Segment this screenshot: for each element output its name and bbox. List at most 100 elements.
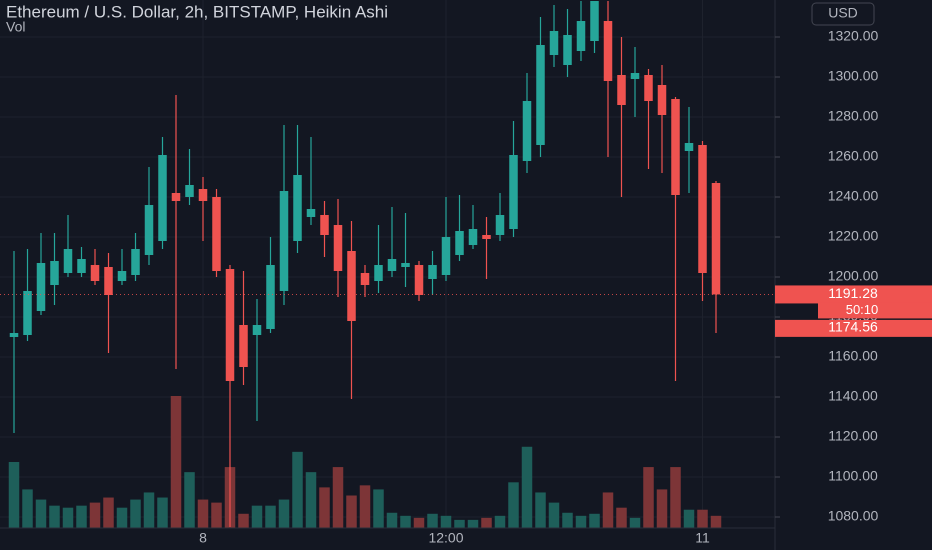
volume-bar (8, 462, 20, 528)
candle-body (131, 249, 140, 275)
y-tick-label: 1260.00 (828, 148, 879, 164)
candle-body (347, 251, 356, 321)
candle-body (266, 265, 275, 329)
candle-body (171, 193, 181, 201)
volume-bar (170, 396, 182, 528)
candle-body (77, 259, 86, 273)
volume-bar (76, 505, 87, 528)
candle-body (563, 35, 572, 65)
y-tick-label: 1160.00 (828, 348, 878, 364)
volume-bar (130, 499, 141, 528)
volume-bar (62, 507, 74, 528)
candle-body (576, 21, 586, 51)
volume-bar (400, 515, 411, 528)
candle-body (374, 265, 383, 281)
ha-price-label: 1174.56 (828, 319, 878, 335)
volume-bar (548, 502, 560, 528)
candle-body (225, 269, 235, 381)
chart-title: Ethereum / U.S. Dollar, 2h, BITSTAMP, He… (6, 2, 388, 21)
candle-body (603, 21, 613, 81)
y-tick-label: 1100.00 (828, 468, 878, 484)
candle-body (252, 325, 262, 335)
price-tag (775, 319, 932, 337)
y-tick-label: 1220.00 (828, 228, 879, 244)
candle-body (482, 235, 491, 239)
volume-bar (562, 512, 573, 528)
volume-bar (103, 497, 114, 528)
volume-bar (49, 505, 60, 528)
currency-button[interactable] (811, 2, 875, 26)
candle-body (185, 185, 194, 197)
volume-bar (413, 517, 425, 528)
volume-bar (643, 467, 654, 528)
candle-body (428, 265, 437, 279)
candle-body (522, 101, 532, 161)
countdown: 50:10 (846, 302, 879, 317)
volume-bar (535, 492, 546, 528)
y-tick-label: 1300.00 (828, 68, 879, 84)
volume-bar (346, 495, 357, 528)
volume-bar (494, 515, 506, 528)
y-tick-label: 1280.00 (828, 108, 879, 124)
candle-body (549, 31, 559, 55)
candle-body (468, 229, 478, 245)
candle-body (590, 1, 599, 41)
candle-body (698, 145, 707, 273)
candle-body (630, 73, 640, 79)
volume-bar (616, 507, 627, 528)
volume-bar (292, 451, 303, 528)
candle-body (509, 155, 518, 229)
volume-label: Vol (6, 19, 25, 35)
y-tick-label: 1200.00 (828, 268, 879, 284)
candle-body (9, 333, 19, 337)
candle-body (36, 263, 46, 311)
volume-bar (22, 489, 33, 528)
volume-bar (575, 515, 587, 528)
candle-body (387, 259, 397, 271)
volume-bar (629, 517, 641, 528)
candle-body (401, 263, 410, 267)
candle-body (144, 205, 154, 255)
volume-bar (184, 472, 195, 528)
candle-body (117, 271, 127, 281)
volume-bar (467, 519, 479, 528)
volume-bar (89, 502, 101, 528)
volume-bar (251, 505, 263, 528)
candle-body (441, 237, 451, 275)
volume-bar (319, 487, 330, 528)
currency[interactable]: USD (828, 5, 858, 21)
candle-body (495, 215, 505, 235)
x-tick-label: 12:00 (428, 530, 463, 546)
volume-bar (278, 499, 290, 528)
volume-bar (427, 513, 438, 528)
volume-bar (481, 517, 492, 528)
candle-body (711, 183, 721, 295)
volume-bar (521, 446, 533, 528)
candle-body (23, 291, 32, 335)
volume-bar (508, 482, 519, 528)
candle-body (333, 225, 343, 271)
candle-body (320, 215, 329, 235)
volume-bar (305, 472, 317, 528)
candle-body (90, 265, 100, 281)
x-tick-label: 11 (695, 530, 710, 546)
candle-body (657, 85, 667, 115)
volume-bar (211, 502, 222, 528)
volume-bar (602, 492, 614, 528)
candle-body (198, 189, 208, 201)
candle-body (671, 99, 680, 195)
candle-body (212, 197, 221, 271)
candle-body (617, 75, 626, 105)
volume-bar (157, 497, 168, 528)
volume-bar (697, 509, 708, 528)
candle-body (293, 175, 302, 241)
volume-bar (670, 467, 681, 528)
volume-bar (440, 515, 452, 528)
volume-bar (589, 513, 600, 528)
candle-body (684, 143, 694, 151)
price-axis: 1080.001100.001120.001140.001160.001180.… (775, 28, 879, 524)
candle-body (279, 191, 289, 291)
